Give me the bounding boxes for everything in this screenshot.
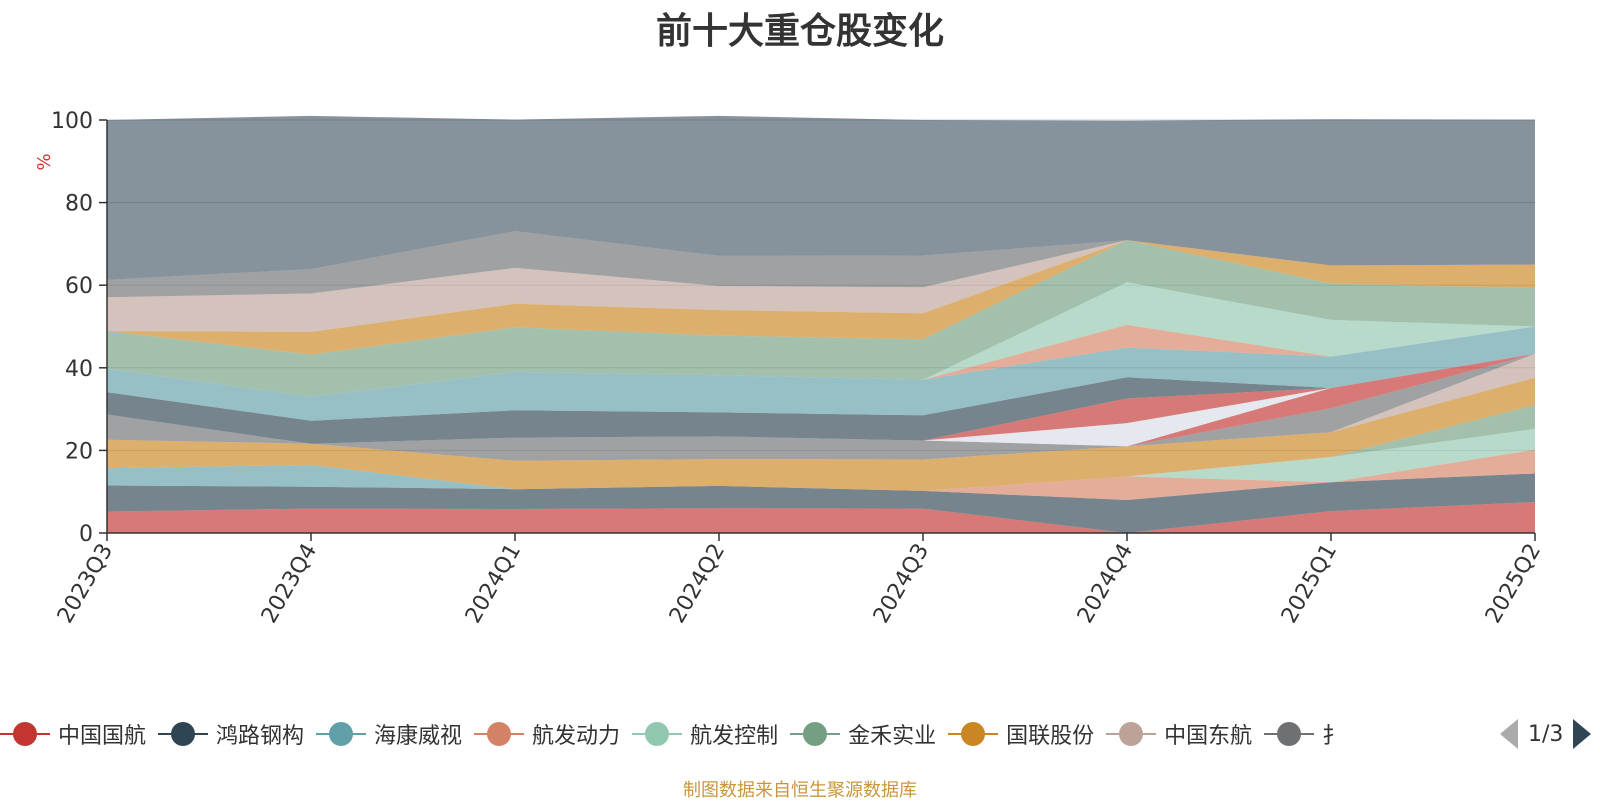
y-tick-label: 100 bbox=[51, 109, 93, 134]
area-series-19 bbox=[107, 240, 1535, 355]
area-series-9 bbox=[107, 353, 1535, 461]
area-series-18 bbox=[107, 240, 1535, 397]
area-series-21 bbox=[107, 231, 1535, 298]
data-source-footnote: 制图数据来自恒生聚源数据库 bbox=[683, 780, 917, 801]
stacked-area-chart: 0 20 40 60 80 100 2023Q3 2023Q4 2024Q1 2024Q2 2024… bbox=[34, 109, 1546, 628]
legend-item[interactable]: 鸿路钢构 bbox=[158, 712, 304, 756]
x-tick-label: 2024Q2 bbox=[665, 540, 730, 628]
y-axis-unit-label: % bbox=[34, 153, 55, 170]
x-tick-label: 2024Q3 bbox=[869, 540, 934, 628]
area-series-15 bbox=[107, 326, 1535, 421]
legend-item[interactable]: 海康威视 bbox=[316, 712, 462, 756]
triangle-left-icon[interactable] bbox=[1500, 719, 1518, 749]
area-series-16 bbox=[107, 324, 1535, 397]
x-tick-label: 2023Q4 bbox=[257, 540, 322, 628]
x-tick-label: 2024Q1 bbox=[461, 540, 526, 628]
legend-marker-icon bbox=[790, 712, 841, 756]
y-tick-label: 80 bbox=[65, 192, 93, 217]
area-series-7 bbox=[107, 377, 1535, 491]
legend: 中国国航 鸿路钢构 海康威视 航发动力 航发控制 金禾实业 国联股份 中国东航 扌 bbox=[0, 712, 1495, 756]
legend-label: 扌 bbox=[1322, 724, 1345, 749]
x-tick-label: 2025Q1 bbox=[1277, 540, 1342, 628]
chart-title: 前十大重仓股变化 bbox=[655, 11, 944, 52]
legend-item[interactable]: 中国国航 bbox=[0, 712, 146, 756]
area-series-17 bbox=[107, 282, 1535, 397]
legend-label: 海康威视 bbox=[374, 724, 463, 749]
area-series-2 bbox=[107, 473, 1535, 533]
area-series-14 bbox=[107, 353, 1535, 444]
legend-marker-icon bbox=[1106, 712, 1157, 756]
legend-item[interactable]: 航发动力 bbox=[474, 712, 620, 756]
legend-label: 航发控制 bbox=[690, 724, 779, 749]
y-tick-label: 60 bbox=[65, 274, 93, 299]
area-series-4 bbox=[107, 449, 1535, 500]
area-series-13 bbox=[107, 353, 1535, 444]
y-tick-label: 40 bbox=[65, 357, 93, 382]
y-tick-label: 20 bbox=[65, 439, 93, 464]
area-series-3 bbox=[107, 464, 1535, 500]
legend-label: 中国国航 bbox=[58, 724, 147, 749]
area-series-12 bbox=[107, 353, 1535, 447]
area-series-1 bbox=[107, 502, 1535, 533]
legend-label: 鸿路钢构 bbox=[216, 724, 305, 749]
x-tick-label: 2025Q2 bbox=[1481, 540, 1546, 628]
legend-marker-icon bbox=[316, 712, 367, 756]
triangle-right-icon[interactable] bbox=[1573, 719, 1592, 749]
legend-marker-icon bbox=[158, 712, 209, 756]
legend-item[interactable]: 航发控制 bbox=[632, 712, 778, 756]
legend-label: 中国东航 bbox=[1164, 724, 1253, 749]
legend-item[interactable]: 金禾实业 bbox=[790, 712, 936, 756]
legend-page-indicator: 1/3 bbox=[1528, 721, 1564, 747]
legend-marker-icon bbox=[632, 712, 683, 756]
legend-marker-icon bbox=[948, 712, 999, 756]
x-tick-label: 2024Q4 bbox=[1073, 540, 1138, 628]
legend-pager: 1/3 bbox=[1500, 716, 1592, 752]
legend-item[interactable]: 国联股份 bbox=[948, 712, 1094, 756]
area-series-20 bbox=[107, 240, 1535, 332]
area-series-22 bbox=[107, 115, 1535, 280]
legend-label: 航发动力 bbox=[532, 724, 621, 749]
legend-label: 金禾实业 bbox=[848, 724, 937, 749]
legend-marker-icon bbox=[474, 712, 525, 756]
area-series-group bbox=[107, 115, 1535, 533]
legend-marker-icon bbox=[1264, 712, 1315, 756]
legend-label: 国联股份 bbox=[1006, 724, 1095, 749]
legend-marker-icon bbox=[0, 712, 50, 756]
legend-item[interactable]: 扌 bbox=[1264, 712, 1344, 756]
x-tick-label: 2023Q3 bbox=[53, 540, 118, 628]
legend-item[interactable]: 中国东航 bbox=[1106, 712, 1252, 756]
area-series-5 bbox=[107, 428, 1535, 491]
y-tick-label: 0 bbox=[79, 522, 93, 547]
